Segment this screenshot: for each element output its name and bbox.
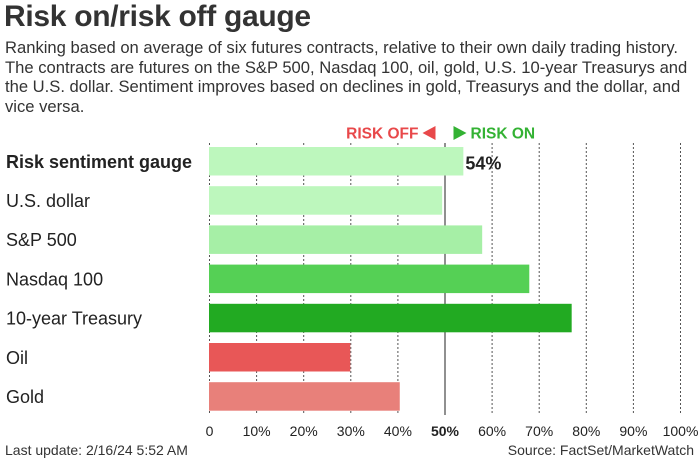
category-label: Oil: [6, 348, 28, 368]
category-label: U.S. dollar: [6, 191, 90, 211]
bar: [209, 264, 530, 294]
source-note: Source: FactSet/MarketWatch: [507, 442, 694, 458]
chart-subtitle: Ranking based on average of six futures …: [5, 38, 688, 116]
bar: [209, 186, 443, 215]
bar: [209, 225, 483, 254]
category-label: 10-year Treasury: [6, 309, 142, 329]
risk-off-label: RISK OFF: [346, 126, 418, 143]
category-label: S&P 500: [6, 230, 77, 250]
x-tick-label: 10%: [243, 423, 271, 439]
chart-title: Risk on/risk off gauge: [4, 0, 311, 33]
x-tick-label: 100%: [663, 423, 699, 439]
risk-on-label: RISK ON: [471, 126, 536, 143]
x-tick-label: 60%: [478, 423, 506, 439]
category-label: Gold: [6, 387, 44, 407]
bar: [209, 303, 572, 333]
x-tick-label: 0: [206, 423, 214, 439]
category-label: Nasdaq 100: [6, 269, 103, 289]
x-tick-label: 20%: [290, 423, 318, 439]
x-tick-label: 70%: [525, 423, 553, 439]
x-axis-ticks: 0 10% 20% 30% 40% 50% 60% 70% 80% 90% 100%: [206, 423, 699, 439]
risk-off-arrow-icon: [422, 126, 436, 140]
x-tick-label: 50%: [431, 423, 460, 439]
bar: [209, 382, 400, 411]
x-tick-label: 90%: [619, 423, 647, 439]
x-tick-label: 80%: [572, 423, 600, 439]
bar: [209, 147, 464, 176]
bar: [209, 343, 351, 372]
last-update: Last update: 2/16/24 5:52 AM: [5, 442, 188, 458]
risk-on-arrow-icon: [453, 126, 467, 140]
category-label: Risk sentiment gauge: [6, 152, 192, 172]
category-labels: Risk sentiment gauge 54% U.S. dollar S&P 50…: [6, 152, 501, 407]
bars: [209, 147, 572, 411]
x-tick-label: 40%: [384, 423, 412, 439]
risk-legend: RISK OFF RISK ON: [346, 126, 535, 143]
value-label: 54%: [465, 153, 501, 173]
x-tick-label: 30%: [337, 423, 365, 439]
